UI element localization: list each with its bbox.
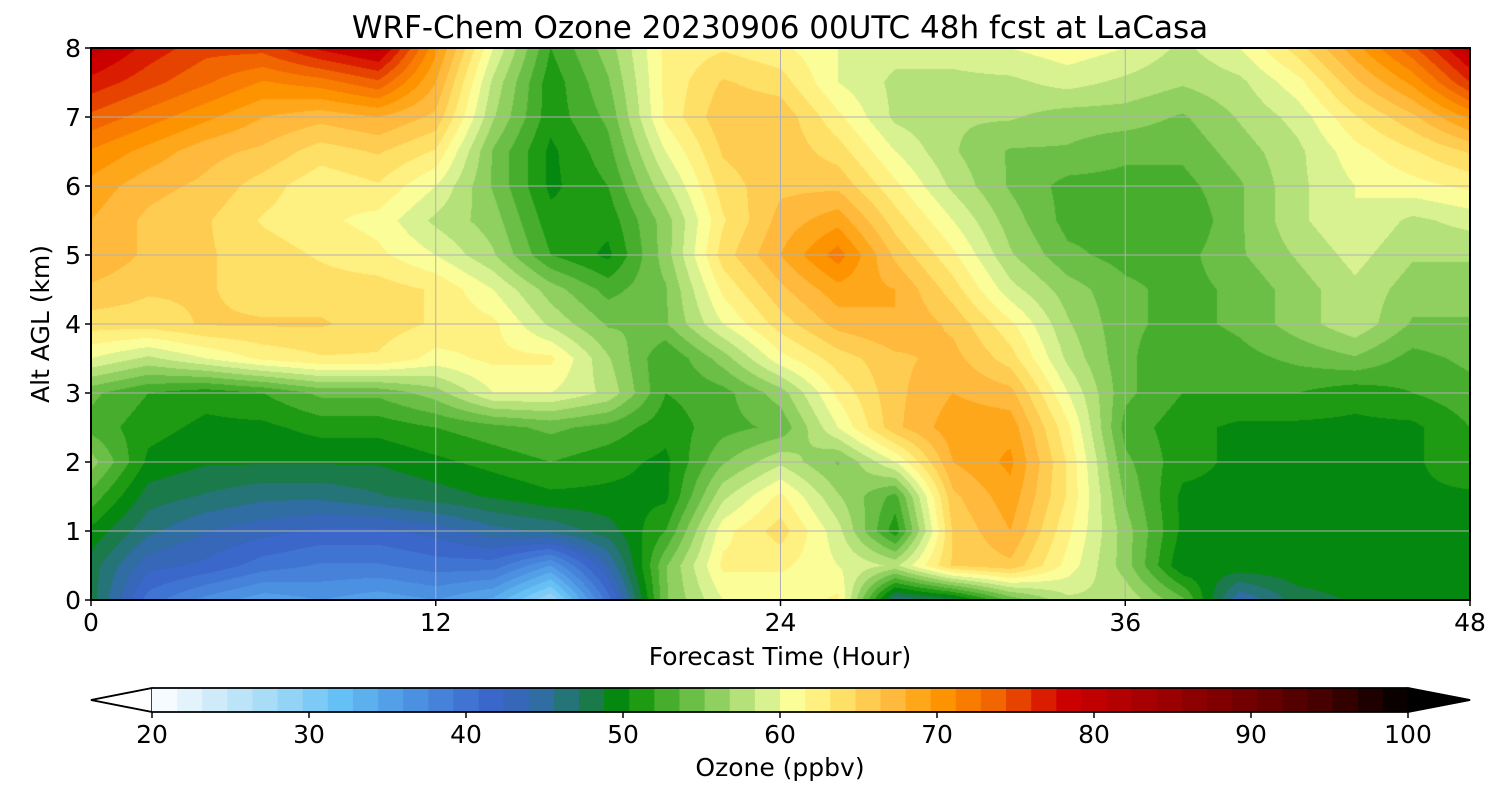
x-tick-label: 0 bbox=[83, 608, 99, 637]
colorbar-tick-label: 30 bbox=[293, 720, 325, 749]
colorbar-tick-label: 90 bbox=[1235, 720, 1267, 749]
colorbar-block bbox=[252, 688, 279, 712]
y-tick-label: 5 bbox=[65, 241, 81, 270]
colorbar-block bbox=[1232, 688, 1258, 712]
colorbar-block bbox=[403, 688, 429, 712]
colorbar-block bbox=[1332, 688, 1359, 712]
colorbar-color-blocks bbox=[152, 688, 1409, 712]
colorbar-block bbox=[1006, 688, 1032, 712]
colorbar-block bbox=[277, 688, 304, 712]
colorbar-tick-label: 70 bbox=[921, 720, 953, 749]
colorbar-tick-label: 20 bbox=[136, 720, 168, 749]
y-tick-label: 1 bbox=[65, 517, 81, 546]
colorbar-block bbox=[1156, 688, 1183, 712]
colorbar-block bbox=[780, 688, 806, 712]
colorbar-block bbox=[830, 688, 856, 712]
y-tick-label: 4 bbox=[65, 310, 81, 339]
y-tick-label: 8 bbox=[65, 34, 81, 63]
colorbar-block bbox=[478, 688, 505, 712]
colorbar-block bbox=[227, 688, 254, 712]
colorbar-block bbox=[503, 688, 530, 712]
colorbar-block bbox=[805, 688, 831, 712]
y-tick-label: 6 bbox=[65, 172, 81, 201]
colorbar-tick-label: 100 bbox=[1384, 720, 1432, 749]
colorbar-block bbox=[955, 688, 982, 712]
colorbar-label: Ozone (ppbv) bbox=[695, 753, 864, 782]
grid-lines bbox=[91, 48, 1470, 600]
colorbar-block bbox=[629, 688, 655, 712]
plot-area bbox=[90, 47, 1471, 601]
chart-title: WRF-Chem Ozone 20230906 00UTC 48h fcst a… bbox=[352, 10, 1208, 46]
colorbar-block bbox=[754, 688, 781, 712]
colorbar-tick-label: 80 bbox=[1078, 720, 1110, 749]
colorbar-block bbox=[1357, 688, 1384, 712]
colorbar-tick-label: 50 bbox=[607, 720, 639, 749]
colorbar-block bbox=[553, 688, 580, 712]
colorbar-block bbox=[528, 688, 555, 712]
colorbar-block bbox=[980, 688, 1007, 712]
y-tick-label: 2 bbox=[65, 448, 81, 477]
x-axis-label: Forecast Time (Hour) bbox=[649, 642, 912, 671]
colorbar-block bbox=[704, 688, 731, 712]
colorbar-block bbox=[855, 688, 882, 712]
colorbar-block bbox=[1031, 688, 1057, 712]
colorbar-block bbox=[729, 688, 756, 712]
colorbar-block bbox=[930, 688, 957, 712]
y-tick-label: 3 bbox=[65, 379, 81, 408]
colorbar-block bbox=[1081, 688, 1108, 712]
colorbar-block bbox=[1382, 688, 1409, 712]
y-tick-label: 0 bbox=[65, 586, 81, 615]
x-axis-ticks: 0 12 24 36 48 bbox=[83, 600, 1486, 637]
colorbar-block bbox=[1181, 688, 1208, 712]
colorbar-tick-label: 60 bbox=[764, 720, 796, 749]
colorbar: 20 30 40 50 60 70 80 90 100 Ozone (ppbv) bbox=[90, 687, 1471, 782]
colorbar-block bbox=[1106, 688, 1133, 712]
y-tick-label: 7 bbox=[65, 103, 81, 132]
colorbar-block bbox=[880, 688, 907, 712]
x-tick-label: 12 bbox=[420, 608, 452, 637]
y-axis-ticks: 0 1 2 3 4 5 6 7 8 bbox=[65, 34, 91, 615]
colorbar-block bbox=[1131, 688, 1158, 712]
colorbar-block bbox=[604, 688, 630, 712]
x-tick-label: 24 bbox=[765, 608, 797, 637]
colorbar-block bbox=[679, 688, 706, 712]
colorbar-block bbox=[202, 688, 228, 712]
colorbar-block bbox=[1207, 688, 1233, 712]
y-axis-label: Alt AGL (km) bbox=[26, 245, 55, 403]
colorbar-block bbox=[905, 688, 932, 712]
colorbar-block bbox=[1056, 688, 1083, 712]
colorbar-block bbox=[453, 688, 480, 712]
colorbar-block bbox=[579, 688, 605, 712]
colorbar-block bbox=[177, 688, 203, 712]
colorbar-block bbox=[378, 688, 404, 712]
colorbar-block bbox=[428, 688, 455, 712]
colorbar-block bbox=[654, 688, 681, 712]
x-tick-label: 36 bbox=[1109, 608, 1141, 637]
colorbar-block bbox=[1257, 688, 1283, 712]
colorbar-block bbox=[327, 688, 354, 712]
x-tick-label: 48 bbox=[1454, 608, 1486, 637]
colorbar-block bbox=[1307, 688, 1334, 712]
colorbar-block bbox=[302, 688, 329, 712]
colorbar-ticks: 20 30 40 50 60 70 80 90 100 bbox=[136, 712, 1432, 749]
colorbar-tick-label: 40 bbox=[450, 720, 482, 749]
colorbar-under-extension bbox=[90, 687, 153, 713]
colorbar-over-extension bbox=[1407, 687, 1471, 713]
colorbar-block bbox=[352, 688, 379, 712]
colorbar-block bbox=[1282, 688, 1309, 712]
colorbar-block bbox=[152, 688, 178, 712]
